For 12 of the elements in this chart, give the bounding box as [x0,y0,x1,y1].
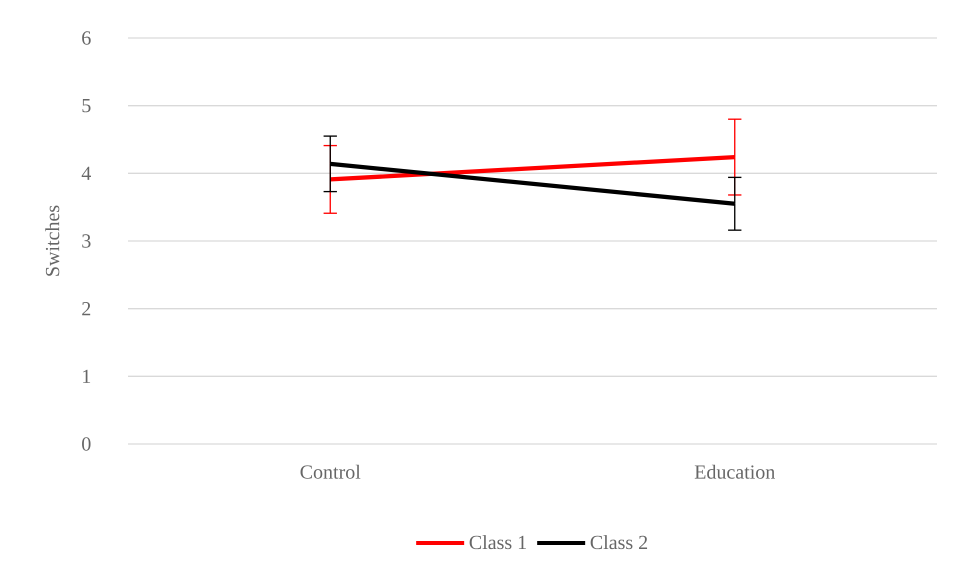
legend-label: Class 2 [590,535,648,550]
y-tick-label: 4 [82,166,91,180]
y-tick-label: 1 [83,370,90,383]
y-tick-label: 2 [82,302,90,316]
y-tick-label: 3 [82,234,91,248]
y-tick-label: 6 [82,31,91,45]
y-axis-title: Switches [45,206,60,276]
x-tick-label: Control [300,464,360,479]
legend-label: Class 1 [470,535,526,550]
x-tick-label: Education [694,464,776,479]
y-tick-label: 0 [82,437,91,451]
y-tick-label: 5 [82,99,91,112]
